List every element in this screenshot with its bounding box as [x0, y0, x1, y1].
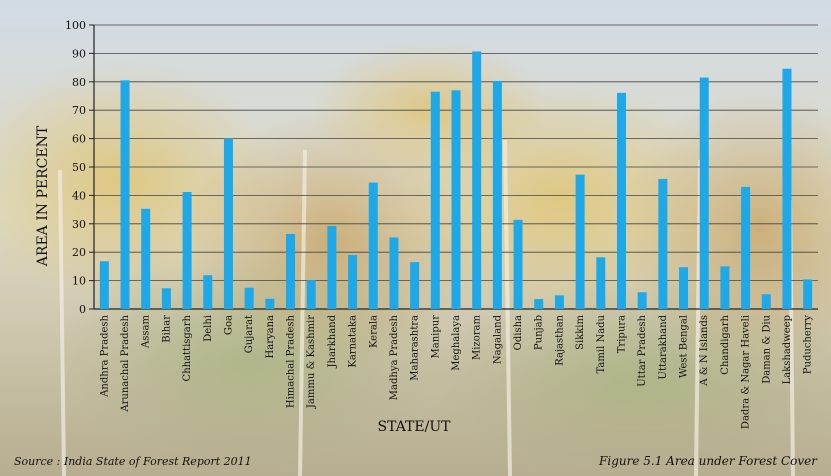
y-axis-title: AREA IN PERCENT — [35, 125, 51, 267]
bar — [513, 219, 523, 309]
bar — [534, 299, 544, 309]
y-tick-label: 60 — [72, 133, 86, 146]
x-tick-label: Uttar Pradesh — [637, 314, 648, 386]
bar — [699, 77, 709, 309]
bar — [348, 255, 358, 309]
x-tick-label: Assam — [141, 314, 152, 348]
bar — [223, 138, 233, 309]
x-tick-label: Himachal Pradesh — [286, 314, 297, 408]
x-tick-label: Karnataka — [348, 315, 359, 368]
x-tick-label: Kerala — [368, 315, 379, 348]
bar — [120, 80, 130, 309]
bar — [741, 186, 751, 309]
bar — [389, 237, 399, 309]
x-tick-label: Haryana — [265, 315, 276, 359]
bar — [637, 292, 647, 309]
x-tick-label: A & N Islands — [699, 315, 710, 387]
x-tick-label: Goa — [223, 315, 234, 335]
bar — [306, 280, 316, 309]
x-tick-label: Gujarat — [244, 315, 255, 353]
x-tick-label: Tamil Nadu — [596, 314, 607, 373]
x-axis-labels: Andhra Pradesh Arunachal Pradesh Assam Biha… — [99, 314, 813, 429]
bar — [99, 261, 109, 309]
x-tick-label: Madhya Pradesh — [389, 314, 400, 400]
x-tick-label: Uttarakhand — [658, 314, 669, 379]
y-tick-label: 80 — [72, 76, 86, 89]
y-tick-label: 40 — [72, 189, 86, 202]
x-tick-label: Punjab — [534, 315, 545, 350]
y-tick-label: 50 — [72, 161, 86, 174]
x-tick-label: Rajasthan — [554, 314, 565, 365]
y-tick-label: 100 — [65, 19, 86, 32]
x-tick-label: Dadra & Nagar Haveli — [741, 315, 752, 429]
x-tick-label: Sikkim — [575, 314, 586, 349]
x-tick-label: Arunachal Pradesh — [120, 314, 131, 412]
bar — [492, 80, 502, 309]
bar — [803, 279, 813, 309]
bar — [265, 298, 275, 309]
y-tick-label: 0 — [79, 303, 86, 316]
x-tick-label: Chandigarh — [720, 314, 731, 374]
bar — [451, 90, 461, 309]
x-tick-label: Tripura — [616, 315, 627, 353]
y-tick-label: 70 — [72, 104, 86, 117]
bar — [720, 266, 730, 309]
y-tick-label: 30 — [72, 218, 86, 231]
bar — [472, 51, 482, 310]
source-note: Source : India State of Forest Report 20… — [14, 455, 252, 468]
bar — [575, 174, 585, 309]
y-tick-label: 90 — [72, 47, 86, 60]
bar — [596, 257, 606, 309]
bars — [99, 51, 813, 310]
bar — [161, 288, 171, 309]
bar — [679, 267, 689, 309]
x-tick-label: Andhra Pradesh — [99, 314, 110, 397]
bar — [554, 295, 564, 309]
bar — [368, 182, 378, 309]
x-tick-label: Daman & Diu — [761, 314, 772, 383]
bar — [616, 92, 626, 309]
x-tick-label: Lakshadweep — [782, 315, 793, 384]
bar — [658, 178, 668, 309]
x-tick-label: Puducherry — [803, 315, 814, 375]
bar — [782, 68, 792, 310]
bar — [761, 294, 771, 309]
x-tick-label: Bihar — [161, 315, 172, 343]
x-tick-label: Manipur — [430, 315, 441, 359]
bar — [203, 275, 213, 309]
x-tick-label: Delhi — [203, 315, 214, 342]
bar — [182, 191, 192, 309]
bar — [410, 262, 420, 309]
x-tick-label: Meghalaya — [451, 315, 462, 371]
x-tick-label: Jammu & Kashmir — [306, 315, 317, 409]
x-tick-label: Chhattisgarh — [182, 314, 193, 381]
bar — [141, 208, 151, 309]
x-tick-label: Mizoram — [472, 314, 483, 359]
y-axis-ticks: 0 10 20 30 40 50 60 70 80 90 100 — [65, 19, 95, 316]
bar — [430, 91, 440, 310]
x-tick-label: Odisha — [513, 315, 524, 350]
bar — [286, 234, 296, 309]
y-tick-label: 20 — [72, 246, 86, 259]
bar — [244, 287, 254, 309]
figure-caption: Figure 5.1 Area under Forest Cover — [599, 454, 817, 468]
x-axis-title: STATE/UT — [378, 419, 452, 435]
x-tick-label: West Bengal — [679, 315, 690, 378]
x-tick-label: Nagaland — [492, 314, 503, 364]
bar — [327, 226, 337, 309]
y-tick-label: 10 — [72, 275, 86, 288]
x-tick-label: Jharkhand — [327, 314, 338, 368]
x-tick-label: Maharashtra — [410, 315, 421, 381]
